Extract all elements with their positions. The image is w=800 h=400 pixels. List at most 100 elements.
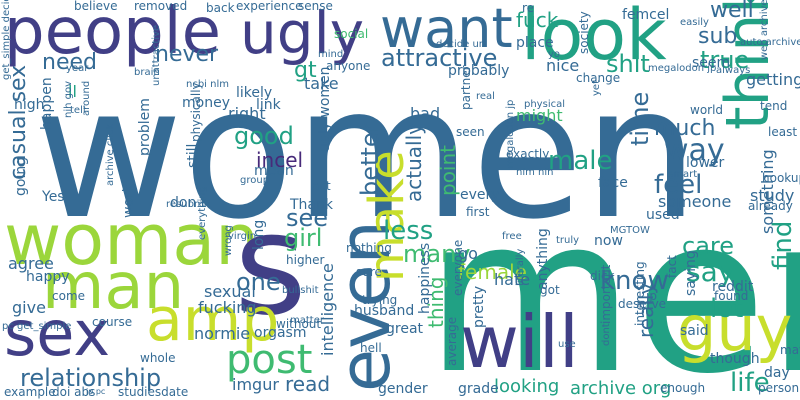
- word-girl: girl: [284, 224, 323, 252]
- word-people: people: [4, 0, 221, 69]
- word-well: well: [710, 0, 754, 23]
- word-mean: mean: [254, 163, 294, 179]
- word-getting: getting: [746, 70, 800, 89]
- word-jp-pc: jp pc: [86, 387, 106, 396]
- word-bad: bad: [410, 104, 441, 123]
- word-ll: ll: [68, 82, 77, 101]
- word-around: around: [81, 80, 92, 116]
- word-give: give: [12, 298, 46, 317]
- word-get-simple-decide: get_simple decide: [1, 0, 12, 80]
- word-look: look: [521, 0, 667, 76]
- word-work: work: [121, 184, 137, 218]
- word-bullshit: bullshit: [282, 285, 319, 296]
- word-enough: enough: [660, 381, 706, 395]
- word-free: free: [502, 231, 522, 242]
- word-normie: normie: [194, 324, 251, 343]
- word-got: got: [540, 283, 560, 297]
- word-already: already: [748, 199, 793, 213]
- word-yo: yo: [548, 49, 561, 60]
- word-removed: removed: [134, 0, 188, 13]
- word-way: way: [664, 133, 725, 168]
- word-high: high: [14, 97, 45, 113]
- word-re: re: [522, 1, 535, 15]
- word-nice: nice: [546, 56, 580, 75]
- word-fuck: fuck: [516, 8, 559, 32]
- word-pretty: pretty: [471, 285, 487, 328]
- word-course: course: [92, 315, 133, 329]
- word-without: without: [276, 317, 322, 331]
- word-likely: likely: [236, 85, 273, 101]
- word-person: person: [758, 381, 800, 395]
- word-less: less: [383, 216, 434, 246]
- word-many: many: [403, 240, 471, 268]
- word-ugly: ugly: [240, 0, 365, 67]
- word-world: world: [690, 103, 724, 117]
- word-happy: happy: [26, 269, 70, 285]
- word-read: read: [285, 372, 331, 396]
- word-fucking: fucking: [198, 298, 257, 317]
- word-change: change: [576, 71, 621, 85]
- word-right: right: [228, 104, 266, 123]
- word-never: never: [155, 42, 219, 67]
- word-interesting: interesting: [633, 261, 647, 326]
- word-jp: jp: [646, 289, 657, 303]
- word-everything: everything: [197, 186, 208, 240]
- word-literally: literally: [515, 248, 526, 286]
- word-dont: dont: [601, 323, 612, 346]
- word-agree: agree: [8, 254, 54, 273]
- word-studiesdate: studiesdate: [118, 385, 189, 399]
- word-saying: saying: [683, 250, 699, 296]
- word-fact: fact: [665, 255, 679, 278]
- word-incel: incel: [256, 148, 304, 172]
- word-true: true: [700, 46, 750, 74]
- word-sure: sure: [356, 265, 382, 279]
- word-great: great: [386, 321, 424, 337]
- word-archive-org: archive org: [570, 378, 672, 399]
- word-point: point: [436, 144, 460, 196]
- word-higher: higher: [286, 253, 325, 267]
- word-thank: Thank: [290, 197, 333, 213]
- word-used: used: [646, 207, 680, 223]
- word-go: go: [458, 244, 478, 263]
- word-money: money: [182, 95, 230, 111]
- word-link: link: [256, 97, 281, 113]
- word-anyone: anyone: [326, 59, 371, 73]
- word-much: much: [654, 116, 716, 141]
- word-may: may: [780, 343, 800, 357]
- word-male: male: [548, 146, 613, 176]
- word-brain: brain: [134, 67, 160, 78]
- word-ncbi-nlm: ncbi nlm: [186, 79, 229, 90]
- word-problem: problem: [137, 98, 153, 156]
- word-reddit: reddit: [712, 279, 754, 295]
- word-first: first: [466, 205, 490, 219]
- word-one: one: [236, 268, 281, 296]
- word-seen: seen: [456, 125, 485, 139]
- word-happiness: happiness: [417, 242, 433, 314]
- word-going: going: [13, 156, 29, 196]
- word-better: better: [356, 122, 384, 196]
- word-ugly-women: ugly women: [317, 66, 333, 152]
- word-example: example: [4, 385, 56, 399]
- word-hell: hell: [360, 341, 382, 355]
- word-truly: truly: [556, 235, 580, 246]
- word-seem: seem: [692, 55, 731, 71]
- word-good: good: [234, 122, 294, 150]
- word-decide-url: decide url: [436, 39, 486, 50]
- word-believe: believe: [74, 0, 118, 13]
- word-see: see: [286, 204, 329, 232]
- word-anything: anything: [535, 228, 551, 290]
- word-intelligence: intelligence: [318, 263, 337, 356]
- word-web-archive: web archive: [759, 0, 770, 60]
- word-sense: sense: [298, 0, 333, 13]
- word-physical: physical: [524, 99, 565, 110]
- word-pc-get-simple: pc get_simple: [2, 321, 72, 332]
- word-gt: gt: [294, 58, 317, 83]
- word-care: care: [682, 232, 735, 260]
- word-attractive: attractive: [381, 44, 498, 72]
- word-auto-archive: auto archive: [740, 37, 800, 48]
- word-gender: gender: [378, 381, 428, 397]
- word-use: use: [558, 339, 576, 350]
- word-probably: probably: [448, 63, 510, 79]
- word-found: found: [714, 289, 749, 303]
